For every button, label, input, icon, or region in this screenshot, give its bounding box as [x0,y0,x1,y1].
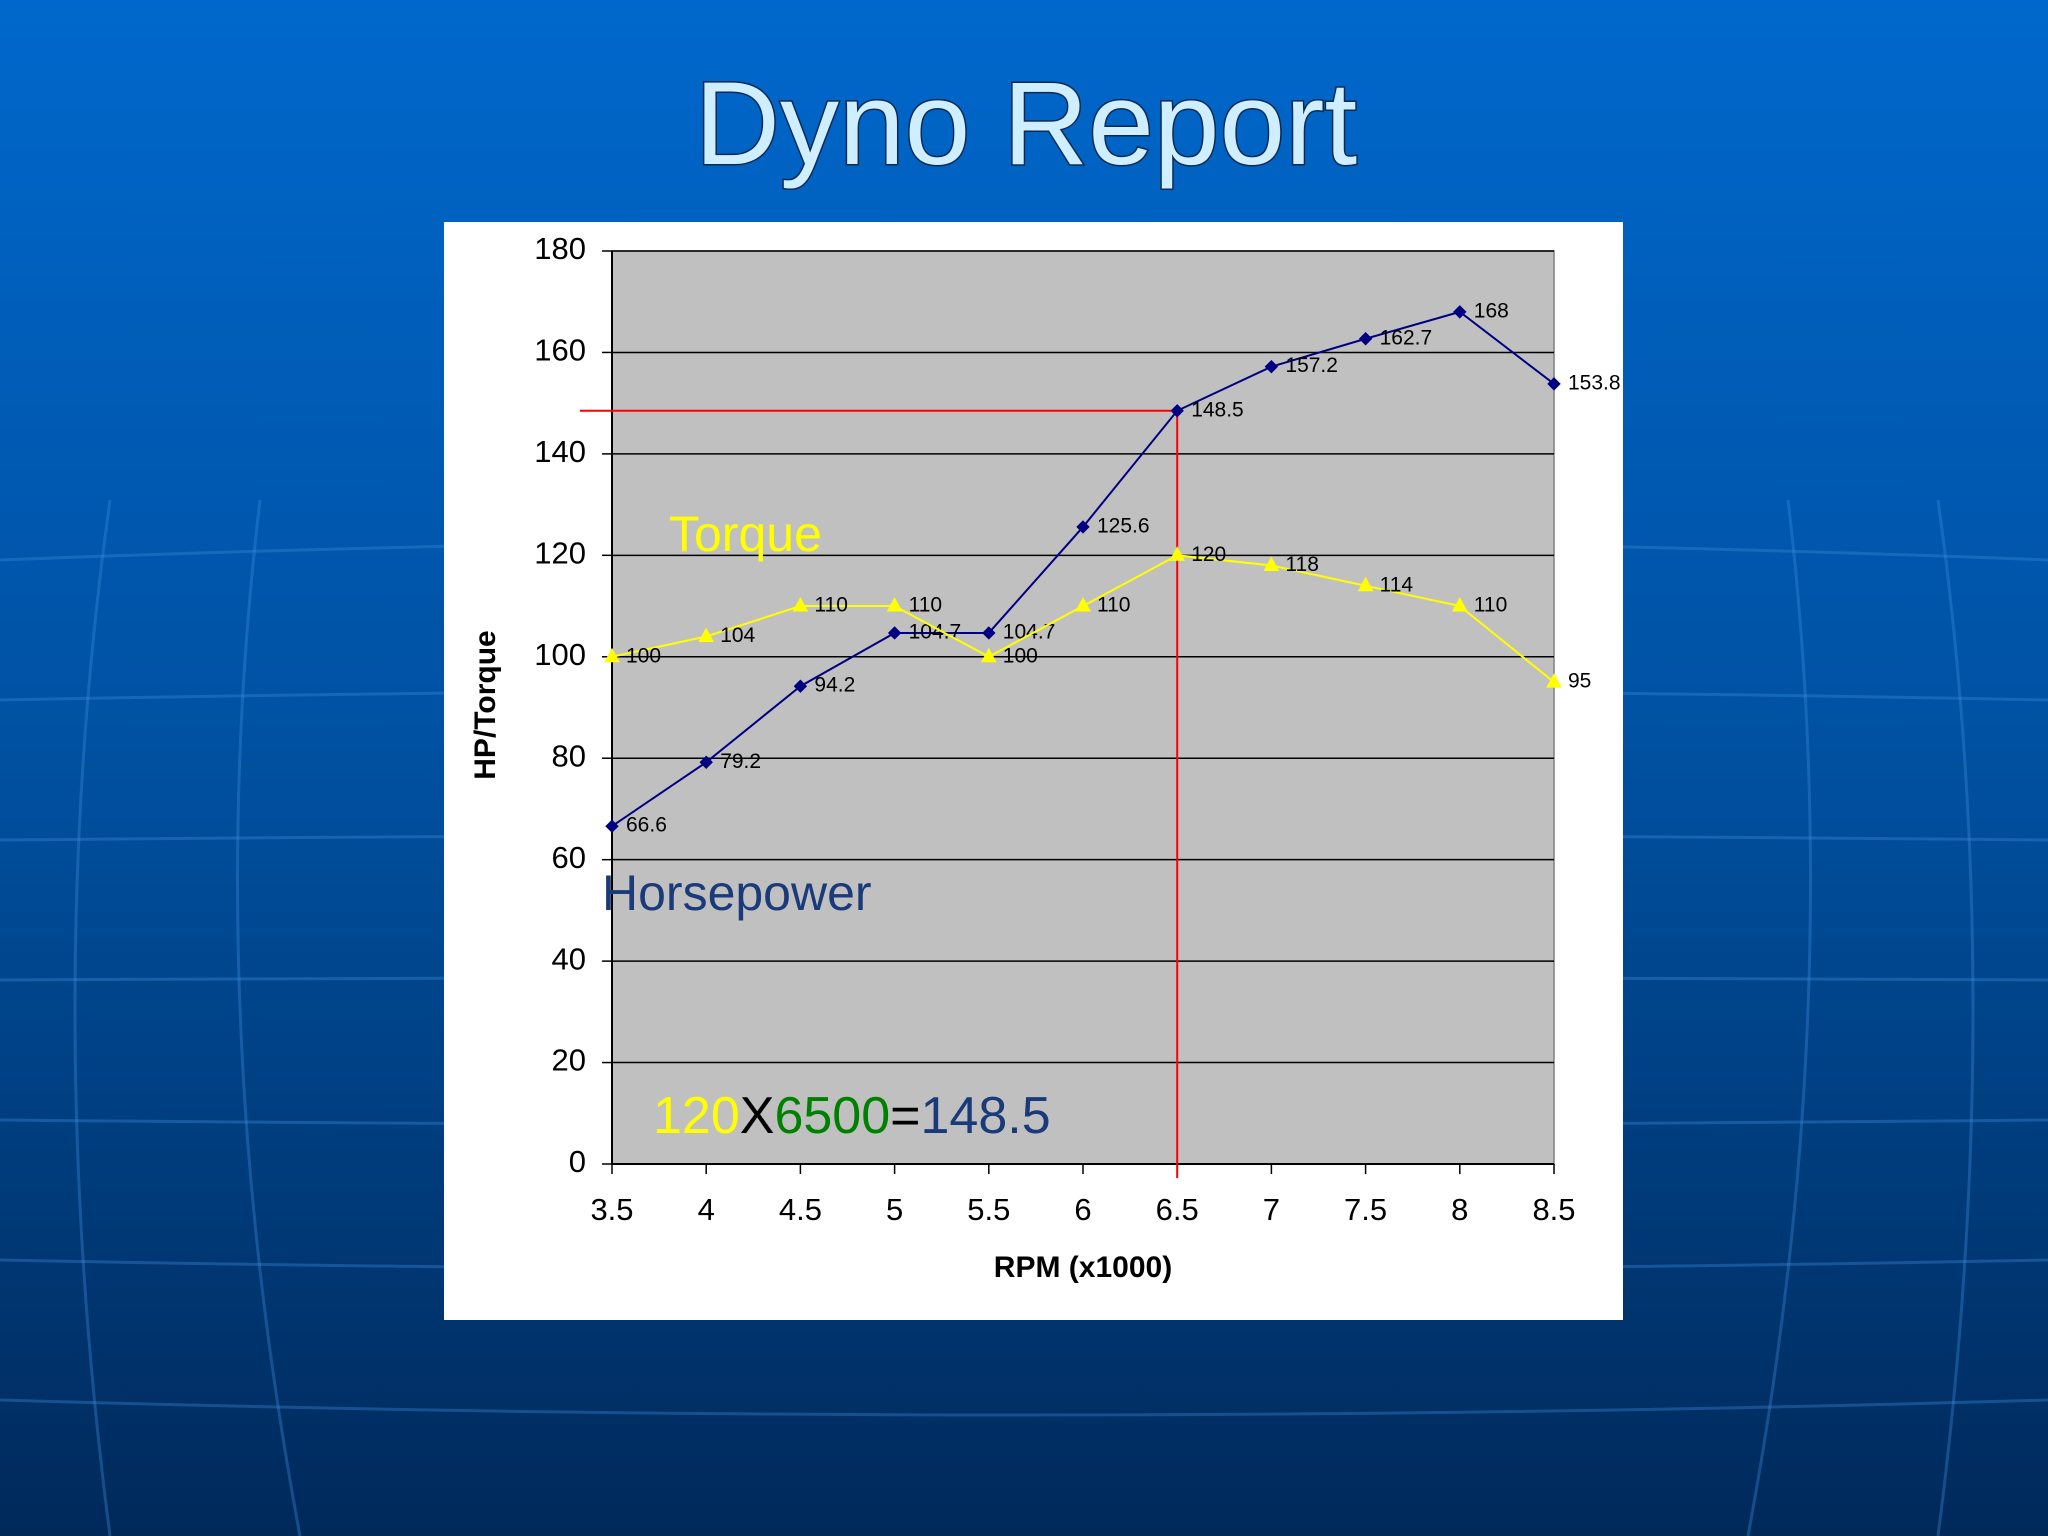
data-point [887,626,902,640]
y-tick-label: 160 [534,333,586,368]
data-point [793,679,808,693]
y-tick-label: 120 [534,536,586,571]
y-tick-label: 40 [552,941,586,976]
data-label: 125.6 [1097,514,1150,537]
data-label: 104.7 [909,620,962,643]
x-tick-label: 6.5 [1156,1192,1199,1227]
formula: 120X6500=148.5 [653,1087,1051,1145]
data-point [792,597,809,612]
data-point [1169,546,1186,561]
data-point [1076,520,1090,534]
series-annotation: Torque [669,506,822,562]
y-axis-title: HP/Torque [469,630,502,779]
data-label: 168 [1474,299,1509,322]
x-tick-label: 5.5 [967,1192,1010,1227]
x-tick-label: 8 [1451,1192,1468,1227]
data-label: 120 [1191,543,1226,566]
x-tick-label: 7 [1263,1192,1280,1227]
data-point [1264,359,1279,374]
data-point [605,819,619,833]
data-label: 153.8 [1568,371,1621,394]
x-tick-label: 4 [698,1192,715,1227]
formula-part: X [740,1087,775,1145]
data-point [1357,576,1374,592]
slide-title: Dyno Report [695,58,1357,190]
series-annotation: Horsepower [602,865,872,921]
y-tick-label: 80 [552,738,586,773]
data-label: 118 [1285,553,1318,576]
formula-part: = [890,1087,920,1145]
data-point [1453,305,1467,319]
data-point [1547,377,1561,391]
data-point [1075,597,1091,612]
data-label: 79.2 [720,750,761,773]
y-tick-label: 0 [569,1144,586,1179]
data-point [1546,673,1562,688]
data-label: 100 [1003,644,1038,667]
x-axis-title: RPM (x1000) [994,1251,1172,1284]
x-tick-label: 6 [1074,1192,1091,1227]
data-point [886,597,903,612]
data-point [698,627,715,642]
x-tick-label: 3.5 [590,1192,633,1227]
y-tick-label: 60 [552,840,586,875]
formula-part: 148.5 [921,1087,1051,1145]
data-point [1451,597,1468,612]
data-label: 110 [909,594,942,617]
x-tick-label: 4.5 [779,1192,822,1227]
data-point [1263,556,1280,571]
data-point [982,626,996,640]
data-label: 94.2 [814,674,855,697]
data-point [699,755,713,769]
data-label: 157.2 [1285,354,1338,377]
data-label: 104.7 [1003,620,1056,643]
y-tick-label: 100 [534,637,586,672]
x-tick-label: 7.5 [1344,1192,1387,1227]
plot-area [611,250,1555,1165]
y-tick-label: 20 [552,1043,586,1078]
data-point [604,647,620,663]
y-tick-label: 180 [534,231,586,266]
data-label: 148.5 [1191,398,1244,421]
data-label: 162.7 [1380,326,1433,349]
formula-part: 120 [653,1087,740,1145]
x-tick-label: 5 [886,1192,903,1227]
data-point [1358,332,1373,346]
data-label: 114 [1380,573,1414,596]
data-point [980,647,997,663]
data-label: 110 [814,594,847,617]
formula-part: 6500 [774,1087,890,1145]
data-label: 66.6 [626,814,667,837]
data-label: 110 [1474,594,1507,617]
data-label: 110 [1097,594,1130,617]
x-tick-label: 8.5 [1532,1192,1575,1227]
data-point [1170,404,1184,418]
data-label: 100 [626,644,661,667]
data-label: 104 [720,624,755,647]
data-label: 95 [1568,670,1591,693]
y-tick-label: 140 [534,434,586,469]
